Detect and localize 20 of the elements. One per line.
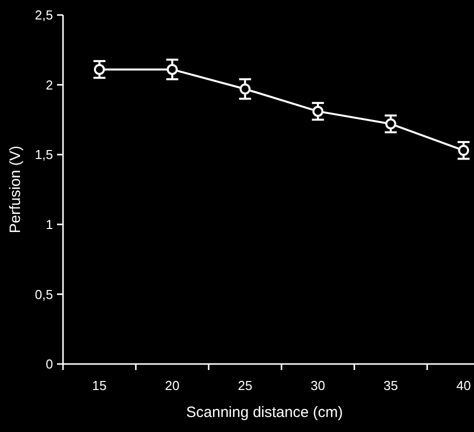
y-tick-label: 2,5 — [34, 8, 53, 23]
y-tick-label: 0 — [46, 356, 53, 372]
point — [385, 118, 396, 130]
y-tick-label: 1,5 — [34, 147, 53, 162]
y-tick-label: 0,5 — [34, 286, 53, 302]
x-tick-label: 30 — [310, 378, 326, 393]
x-axis-title: Scanning distance (cm) — [186, 404, 343, 421]
x-tick-label: 25 — [238, 378, 252, 393]
x-tick-label: 15 — [92, 378, 107, 393]
x-tick-label: 40 — [456, 378, 471, 393]
point — [458, 144, 470, 156]
point — [94, 64, 105, 75]
y-tick-label: 2 — [46, 77, 53, 92]
y-axis-title: Perfusion (V) — [7, 146, 24, 234]
y-tick-label: 1 — [46, 216, 53, 232]
point — [166, 64, 178, 75]
x-tick-label: 35 — [384, 378, 398, 393]
x-tick-label: 20 — [165, 378, 180, 393]
point — [240, 83, 251, 94]
point — [312, 106, 324, 117]
